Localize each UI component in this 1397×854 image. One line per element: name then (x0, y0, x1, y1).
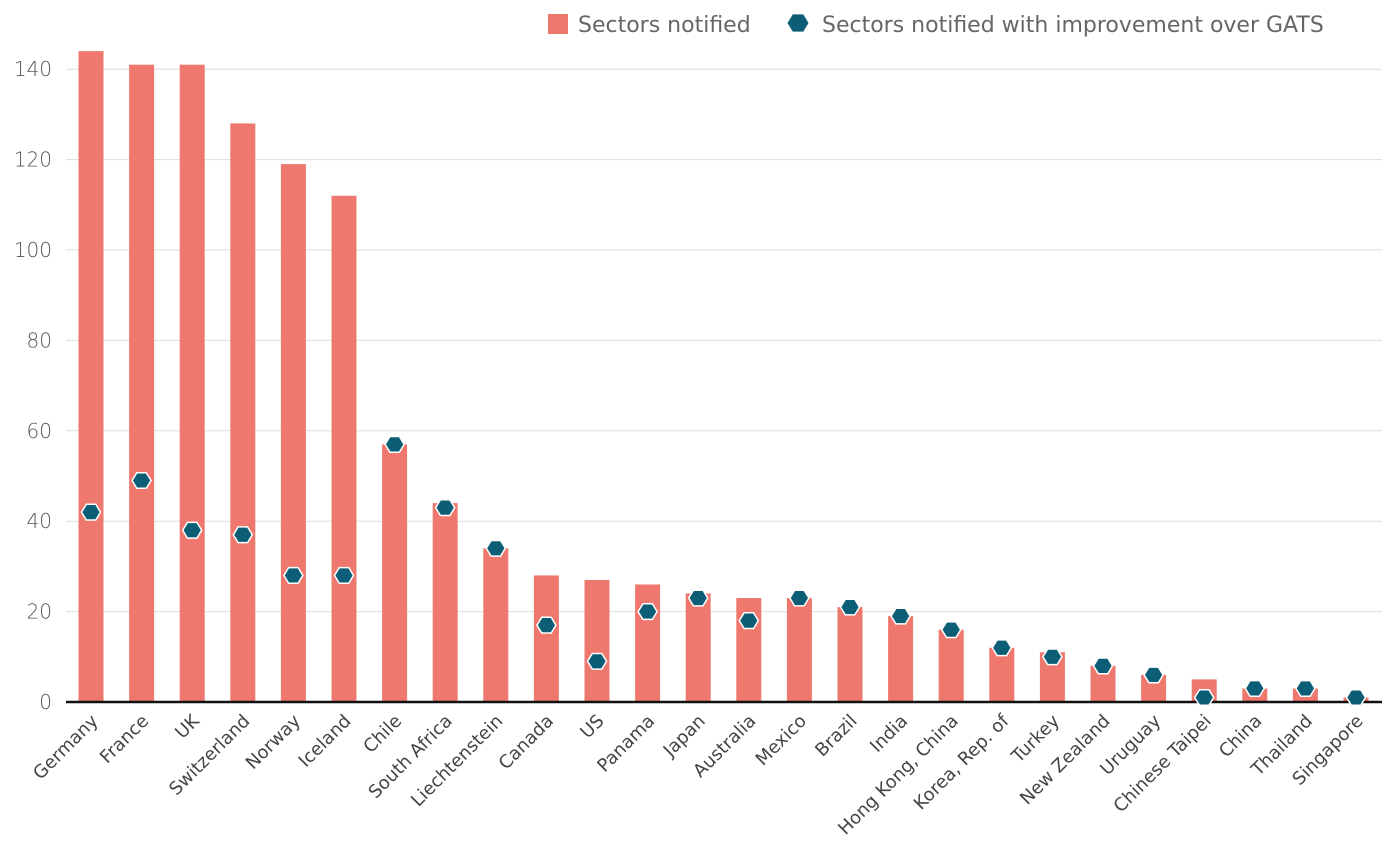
hexagon-marker (940, 621, 962, 639)
bar (888, 616, 914, 702)
hexagon-marker (839, 598, 861, 616)
bar (938, 629, 964, 702)
hexagon-marker (1244, 679, 1266, 698)
x-category-label: Germany (29, 710, 103, 784)
legend-label-sectors-notified: Sectors notified (578, 13, 751, 38)
y-tick-label: 100 (14, 238, 52, 262)
x-category-label: Liechtenstein (407, 711, 507, 811)
hexagon-marker (991, 639, 1013, 657)
x-category-label: Iceland (295, 711, 356, 772)
hexagon-marker (789, 589, 810, 607)
hexagon-marker (333, 566, 355, 585)
y-tick-label: 140 (14, 57, 52, 81)
gridlines (66, 68, 1382, 613)
x-category-label: Mexico (752, 711, 811, 770)
y-tick-label: 0 (39, 690, 52, 714)
x-category-label: Chile (359, 711, 406, 758)
marker-series (80, 435, 1367, 707)
hexagon-marker (1193, 688, 1215, 707)
hexagon-marker (232, 526, 254, 544)
hexagon-marker (586, 652, 608, 670)
hexagon-marker (485, 539, 507, 557)
x-category-label: Brazil (811, 711, 861, 761)
bar (685, 593, 711, 702)
y-axis-ticks: 0 20 40 60 80 100 120 140 (14, 57, 52, 714)
hexagon-marker (738, 612, 760, 630)
hexagon-marker (1092, 657, 1114, 675)
hexagon-marker (1345, 688, 1367, 707)
y-tick-label: 60 (27, 419, 52, 443)
bar (129, 64, 155, 703)
hexagon-marker (1143, 666, 1164, 684)
bar (78, 51, 104, 703)
y-tick-label: 20 (27, 600, 52, 624)
hexagon-marker (890, 607, 911, 625)
legend-swatch-sectors-notified (548, 14, 568, 34)
x-category-label: UK (171, 710, 204, 743)
legend-label-sectors-improvement: Sectors notified with improvement over G… (822, 13, 1324, 38)
legend: Sectors notified Sectors notified with i… (548, 13, 1324, 38)
bar-series (78, 51, 1369, 703)
hexagon-marker (131, 471, 152, 490)
hexagon-marker (1042, 648, 1063, 666)
hexagon-marker (283, 566, 304, 585)
x-category-label: India (866, 711, 912, 757)
y-tick-label: 40 (27, 509, 52, 533)
bar (432, 503, 458, 702)
legend-swatch-hexagon-icon (787, 14, 809, 32)
bar (331, 195, 357, 702)
bar (837, 607, 863, 702)
bar (179, 64, 205, 703)
bar (989, 647, 1015, 702)
hexagon-marker (384, 435, 405, 453)
hexagon-marker (1295, 679, 1316, 698)
y-tick-label: 120 (14, 148, 52, 172)
x-category-label: Norway (242, 710, 305, 773)
y-tick-label: 80 (27, 328, 52, 352)
bar (533, 575, 559, 702)
hexagon-marker (434, 499, 456, 517)
hexagon-marker (80, 503, 102, 521)
bar (230, 123, 256, 702)
bar (280, 164, 306, 702)
hexagon-marker (637, 603, 658, 621)
bar (584, 579, 610, 702)
x-category-label: France (96, 711, 153, 768)
hexagon-marker (536, 616, 557, 634)
hexagon-marker (687, 589, 709, 607)
bar (382, 444, 408, 702)
bar (635, 584, 661, 702)
bar (786, 598, 812, 702)
bar (483, 548, 509, 702)
hexagon-marker (181, 521, 203, 539)
x-category-label: Canada (495, 711, 558, 774)
x-category-label: US (576, 711, 608, 743)
